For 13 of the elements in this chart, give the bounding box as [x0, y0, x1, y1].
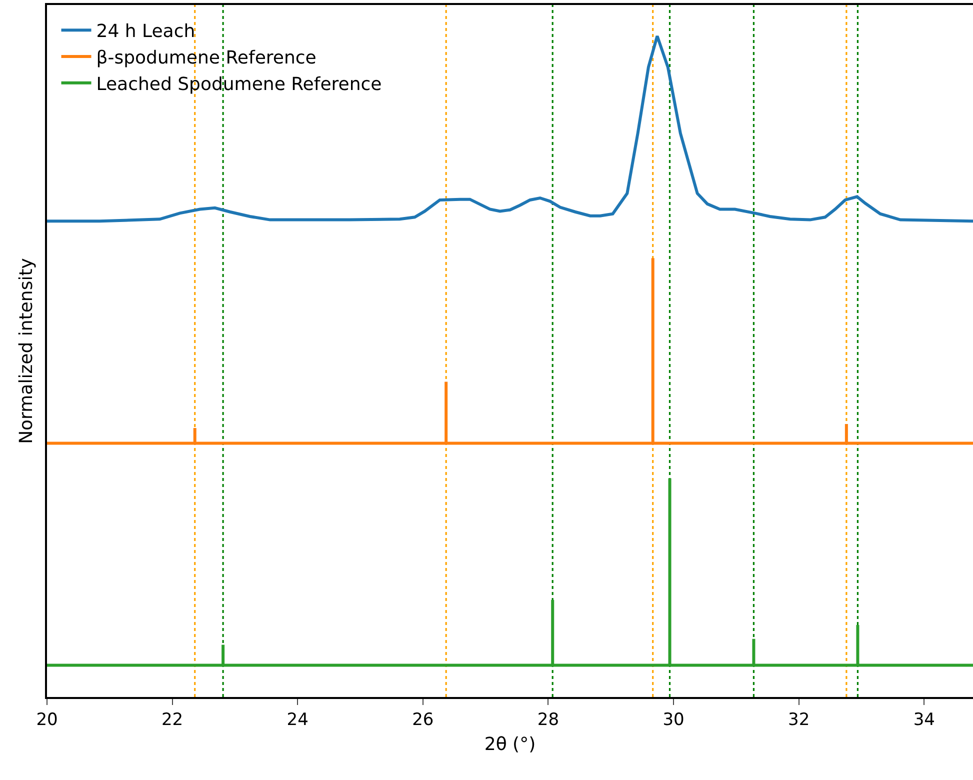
x-tick-label: 34	[913, 710, 935, 730]
x-axis-title: 2θ (°)	[484, 734, 536, 755]
legend-label: β-spodumene Reference	[96, 48, 316, 69]
x-tick-label: 30	[662, 710, 684, 730]
y-axis-title: Normalized intensity	[16, 258, 37, 444]
x-tick-label: 20	[36, 710, 58, 730]
x-tick-label: 24	[286, 710, 308, 730]
legend-label: Leached Spodumene Reference	[96, 74, 382, 95]
x-tick-label: 28	[537, 710, 560, 730]
legend-label: 24 h Leach	[96, 21, 196, 42]
x-tick-label: 26	[412, 710, 434, 730]
x-tick-label: 22	[161, 710, 184, 730]
x-tick-label: 32	[788, 710, 810, 730]
